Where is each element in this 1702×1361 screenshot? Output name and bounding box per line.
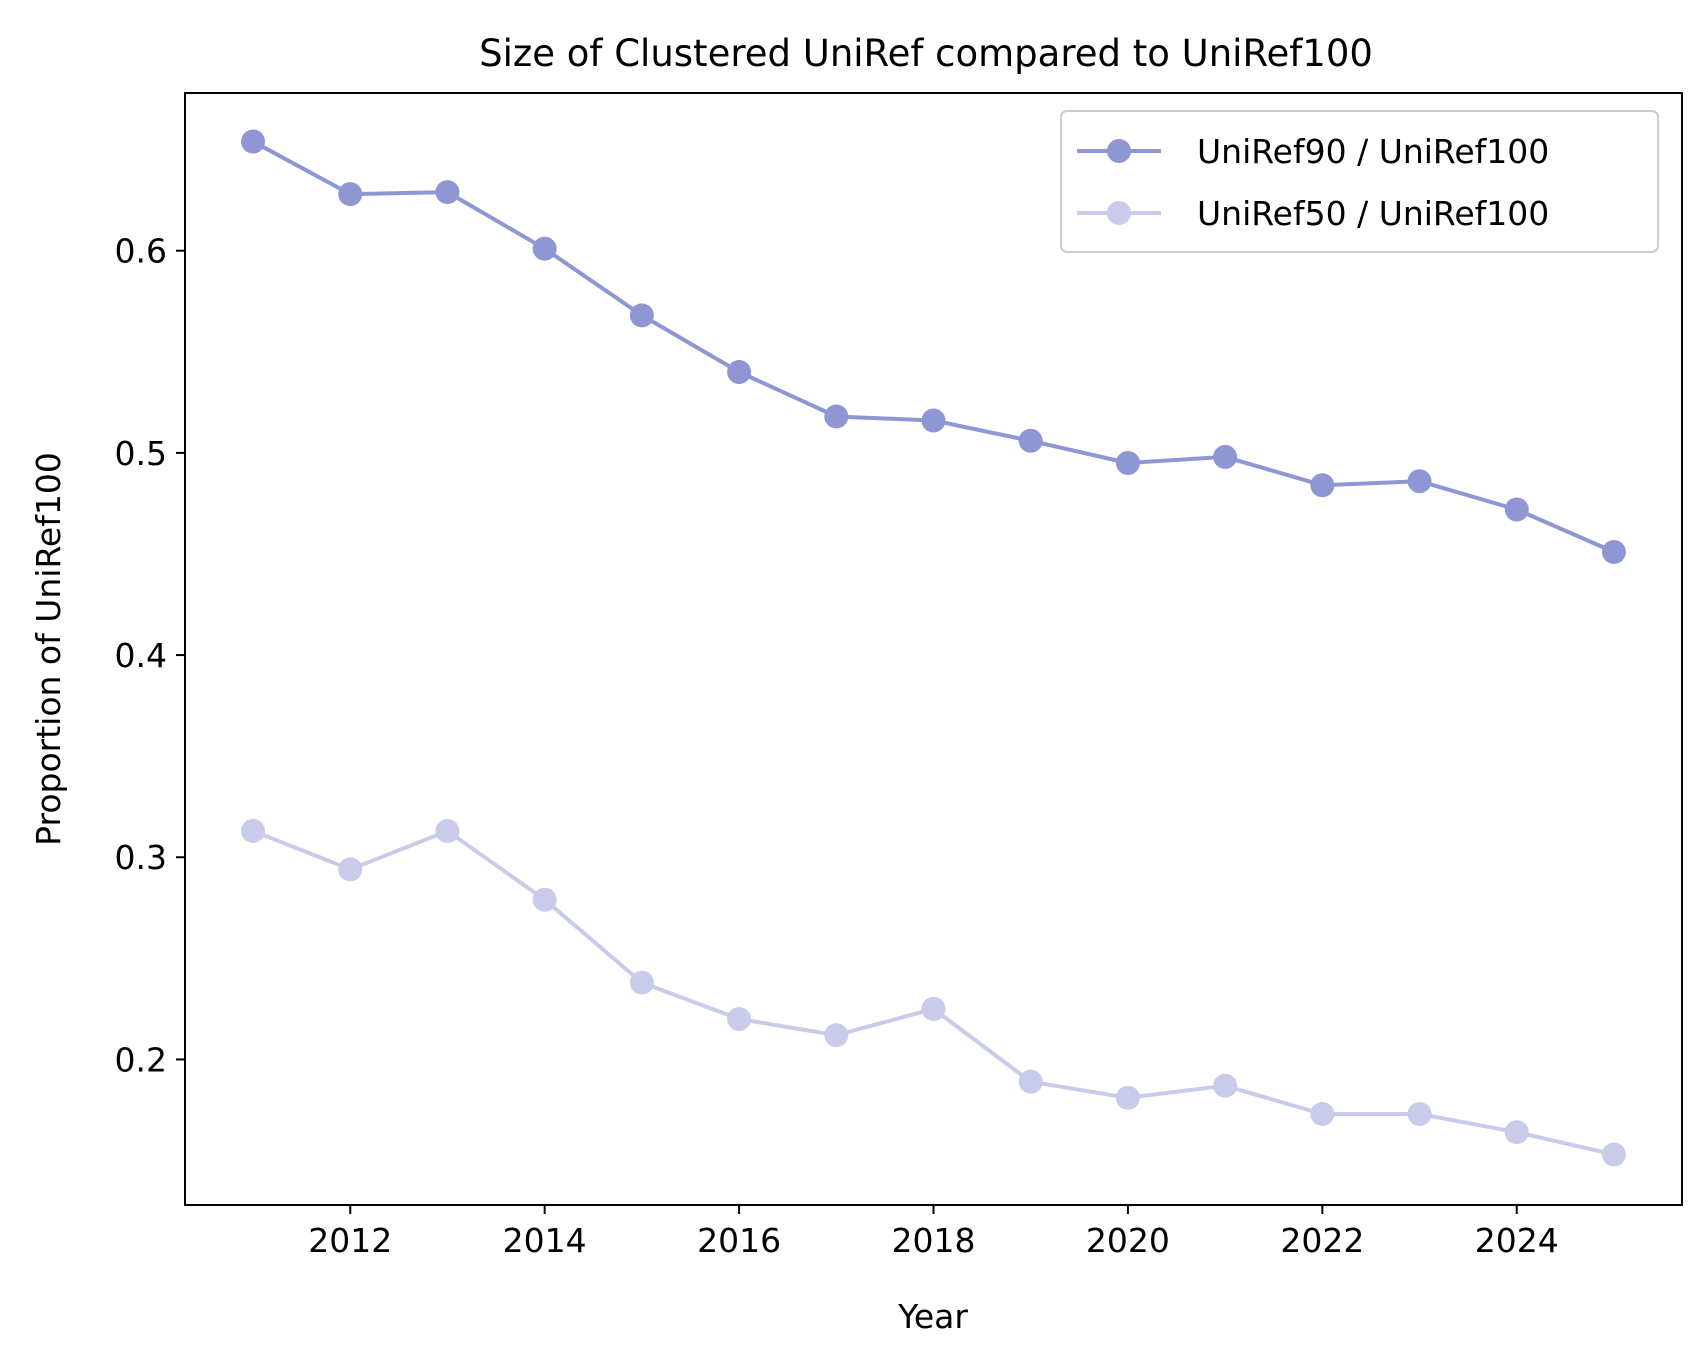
series-2 xyxy=(241,818,1626,1167)
data-point xyxy=(824,404,849,429)
x-tick-label: 2022 xyxy=(1280,1221,1364,1260)
legend-entries: UniRef90 / UniRef100 UniRef50 / UniRef100 xyxy=(1077,132,1549,233)
x-tick-label: 2016 xyxy=(697,1221,781,1260)
data-point xyxy=(629,970,654,995)
data-point xyxy=(824,1023,849,1048)
data-point xyxy=(1504,497,1529,522)
legend-label: UniRef50 / UniRef100 xyxy=(1197,194,1549,233)
x-tick-label: 2012 xyxy=(308,1221,392,1260)
data-point xyxy=(1407,469,1432,494)
x-tick-label: 2014 xyxy=(503,1221,587,1260)
y-tick-label: 0.6 xyxy=(115,232,167,271)
plot-series xyxy=(241,129,1626,1167)
data-point xyxy=(727,360,752,385)
data-point xyxy=(1601,539,1626,564)
legend-frame xyxy=(1060,110,1659,253)
data-point xyxy=(1213,444,1238,469)
data-point xyxy=(1018,1069,1043,1094)
data-point xyxy=(241,818,266,843)
data-point xyxy=(532,887,557,912)
y-tick-label: 0.5 xyxy=(115,434,167,473)
data-point xyxy=(1504,1120,1529,1145)
y-tick-label: 0.4 xyxy=(115,636,167,675)
data-point xyxy=(241,129,266,154)
x-axis-label: Year xyxy=(897,1297,968,1336)
series-1 xyxy=(241,129,1626,564)
data-point xyxy=(435,818,460,843)
data-point xyxy=(727,1006,752,1031)
legend-entry: UniRef90 / UniRef100 xyxy=(1077,132,1549,171)
data-point xyxy=(338,182,363,207)
data-point xyxy=(1115,450,1140,475)
legend-swatch-marker xyxy=(1107,139,1131,163)
series-line xyxy=(252,829,1615,1157)
data-point xyxy=(1018,428,1043,453)
x-tick-label: 2018 xyxy=(892,1221,976,1260)
data-point xyxy=(921,408,946,433)
data-point xyxy=(435,180,460,205)
x-tick-label: 2024 xyxy=(1475,1221,1559,1260)
y-tick-label: 0.2 xyxy=(115,1040,167,1079)
x-tick-label: 2020 xyxy=(1086,1221,1170,1260)
y-axis-label: Proportion of UniRef100 xyxy=(29,452,68,846)
y-tick-label: 0.3 xyxy=(115,838,167,877)
legend: UniRef90 / UniRef100 UniRef50 / UniRef100 xyxy=(1060,110,1659,253)
legend-swatch-marker xyxy=(1107,201,1131,225)
legend-entry: UniRef50 / UniRef100 xyxy=(1077,194,1549,233)
data-point xyxy=(1115,1085,1140,1110)
data-point xyxy=(1407,1102,1432,1127)
x-axis: 2012 2014 2016 2018 2020 2022 2024 xyxy=(308,1205,1559,1260)
data-point xyxy=(532,236,557,261)
y-axis: 0.2 0.3 0.4 0.5 0.6 xyxy=(115,232,185,1079)
data-point xyxy=(629,303,654,328)
legend-label: UniRef90 / UniRef100 xyxy=(1197,132,1549,171)
chart-title: Size of Clustered UniRef compared to Uni… xyxy=(479,32,1373,75)
data-point xyxy=(1601,1142,1626,1167)
data-point xyxy=(1310,1102,1335,1127)
data-point xyxy=(1213,1073,1238,1098)
data-point xyxy=(1310,473,1335,498)
data-point xyxy=(338,857,363,882)
data-point xyxy=(921,996,946,1021)
plot-area-frame xyxy=(184,92,1683,1206)
